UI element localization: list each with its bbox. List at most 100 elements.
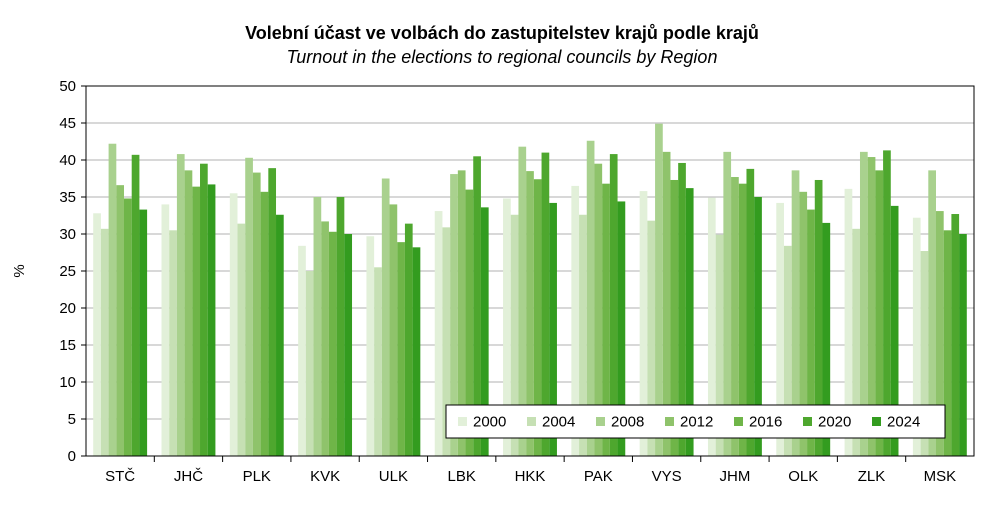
bar-ZLK-2020 (883, 150, 891, 456)
bar-PAK-2000 (571, 185, 580, 456)
bar-MSK-2016 (943, 230, 952, 456)
bar-ULK-2020 (404, 223, 413, 456)
y-tick-label: 50 (59, 78, 76, 95)
bar-JHČ-2008 (176, 154, 185, 456)
bar-JHČ-2004 (169, 230, 177, 456)
chart-subtitle: Turnout in the elections to regional cou… (287, 47, 718, 67)
bar-ULK-2012 (389, 204, 398, 456)
bar-JHM-2008 (723, 151, 732, 457)
bar-LBK-2000 (434, 211, 443, 456)
bar-PLK-2008 (245, 157, 253, 456)
bar-JHČ-2024 (207, 184, 216, 457)
bar-ZLK-2024 (890, 205, 899, 456)
legend-item: 2016 (734, 414, 782, 431)
bar-LBK-2008 (450, 174, 458, 456)
bar-HKK-2024 (549, 202, 557, 456)
bar-ULK-2000 (366, 236, 375, 456)
bar-KVK-2020 (336, 197, 345, 456)
bar-ZLK-2012 (867, 157, 876, 457)
y-tick-label: 0 (68, 448, 76, 465)
y-tick-label: 30 (59, 226, 76, 243)
bar-PLK-2024 (276, 214, 284, 456)
bar-KVK-2016 (328, 231, 337, 456)
legend-item: 2012 (665, 414, 713, 431)
bar-STČ-2012 (116, 185, 125, 456)
bar-MSK-2020 (951, 214, 960, 456)
bar-PLK-2016 (260, 191, 269, 456)
x-axis: STČ JHČ PLK KVK ULK LBK HKK PAK VYS JHM OLK ZLK MSK (105, 456, 956, 485)
bar-JHM-2016 (738, 183, 747, 456)
bar-STČ-2016 (124, 198, 132, 457)
bar-MSK-2008 (928, 170, 936, 457)
bar-HKK-2020 (541, 152, 550, 456)
legend-swatch (665, 417, 674, 426)
bar-KVK-2008 (313, 197, 322, 456)
bar-MSK-2000 (912, 217, 921, 456)
bar-ZLK-2004 (852, 228, 860, 456)
bar-ULK-2016 (397, 242, 405, 456)
bars (93, 123, 967, 457)
legend-item: 2000 (458, 414, 506, 431)
bar-LBK-2016 (465, 189, 474, 456)
bar-KVK-2024 (344, 234, 353, 456)
x-tick-label: LBK (448, 468, 476, 485)
legend-swatch (527, 417, 536, 426)
bar-JHM-2000 (707, 197, 716, 457)
legend-label: 2020 (818, 414, 851, 431)
bar-HKK-2000 (503, 198, 511, 457)
y-tick-label: 25 (59, 263, 76, 280)
bar-PLK-2012 (252, 172, 261, 456)
bar-OLK-2020 (814, 179, 823, 457)
x-tick-label: HKK (515, 468, 546, 485)
bar-ULK-2004 (374, 267, 382, 456)
legend-item: 2008 (596, 414, 644, 431)
bar-JHM-2012 (731, 177, 739, 456)
legend-label: 2024 (887, 414, 920, 431)
bar-KVK-2004 (305, 271, 314, 456)
bar-OLK-2000 (776, 202, 784, 456)
bar-VYS-2008 (655, 123, 663, 457)
legend-swatch (734, 417, 743, 426)
x-tick-label: KVK (310, 468, 340, 485)
bar-PAK-2004 (579, 214, 587, 456)
legend-item: 2020 (803, 414, 851, 431)
legend-swatch (872, 417, 881, 426)
bar-STČ-2008 (108, 143, 117, 456)
bar-JHČ-2012 (184, 170, 193, 457)
bar-HKK-2012 (526, 171, 534, 456)
bar-VYS-2004 (647, 220, 656, 456)
x-tick-label: VYS (652, 468, 682, 485)
bar-PAK-2016 (602, 183, 610, 456)
bar-OLK-2012 (799, 191, 808, 456)
bar-MSK-2004 (920, 251, 929, 456)
bar-ZLK-2000 (844, 188, 853, 457)
bar-PAK-2020 (609, 154, 618, 456)
x-tick-label: ZLK (858, 468, 886, 485)
y-tick-label: 5 (68, 411, 76, 428)
bar-ULK-2008 (381, 178, 390, 456)
bar-PLK-2000 (229, 193, 238, 457)
legend-label: 2004 (542, 414, 575, 431)
y-tick-label: 10 (59, 374, 76, 391)
bar-STČ-2024 (139, 209, 148, 456)
legend: 2000 2004 2008 2012 2016 2020 2024 (445, 404, 946, 439)
x-tick-label: ULK (379, 468, 408, 485)
bar-HKK-2004 (510, 214, 519, 456)
bar-PAK-2012 (594, 163, 603, 456)
bar-VYS-2016 (670, 179, 679, 457)
bar-KVK-2012 (321, 221, 329, 456)
bar-LBK-2020 (473, 156, 481, 457)
legend-label: 2012 (680, 414, 713, 431)
bar-OLK-2024 (822, 222, 831, 456)
bar-OLK-2008 (791, 170, 800, 457)
x-tick-label: PAK (584, 468, 613, 485)
bar-ULK-2024 (412, 247, 421, 456)
bar-LBK-2012 (457, 170, 466, 457)
bar-MSK-2024 (959, 234, 967, 456)
y-tick-label: 45 (59, 115, 76, 132)
bar-VYS-2020 (678, 162, 686, 456)
bar-MSK-2012 (935, 211, 944, 456)
x-tick-label: MSK (924, 468, 957, 485)
